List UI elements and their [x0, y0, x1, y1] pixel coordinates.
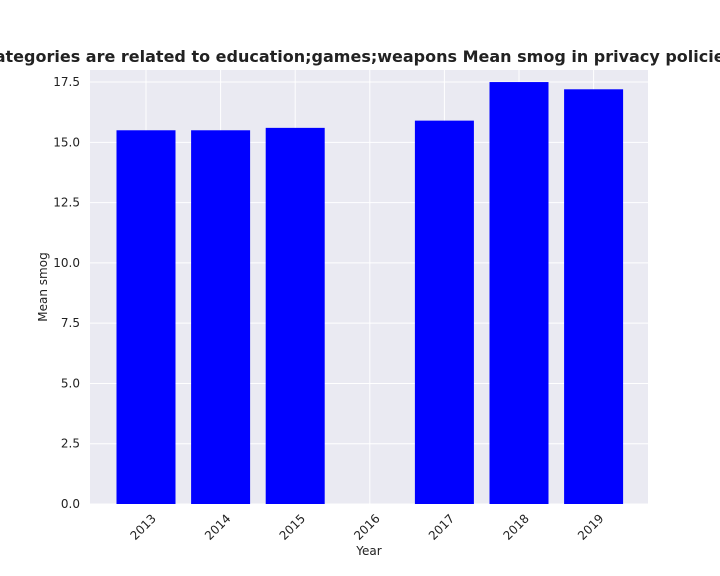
y-tick-label: 5.0: [61, 376, 80, 390]
y-tick-label: 10.0: [53, 256, 80, 270]
y-tick-label: 7.5: [61, 316, 80, 330]
bar-2013: [116, 130, 176, 504]
x-tick-label: 2019: [575, 511, 606, 542]
x-tick-label: 2017: [426, 511, 457, 542]
x-tick-label: 2018: [500, 511, 531, 542]
y-tick-label: 17.5: [53, 75, 80, 89]
x-axis-ticks: 2013 2014 2015 2016 2017 2018 2019: [127, 511, 606, 542]
bar-2015: [265, 127, 325, 504]
y-tick-label: 0.0: [61, 497, 80, 511]
bar-2017: [414, 120, 474, 504]
x-tick-label: 2015: [277, 511, 308, 542]
bar-2014: [191, 130, 251, 504]
bar-2018: [489, 82, 549, 505]
x-axis-label: Year: [355, 544, 381, 558]
y-tick-label: 12.5: [53, 196, 80, 210]
x-tick-label: 2016: [351, 511, 382, 542]
y-axis-label: Mean smog: [36, 252, 50, 321]
x-tick-label: 2014: [202, 511, 233, 542]
chart-title: when categories are related to education…: [0, 47, 720, 66]
y-axis-ticks: 0.0 2.5 5.0 7.5 10.0 12.5 15.0 17.5: [53, 75, 80, 511]
bars: [116, 82, 624, 505]
y-tick-label: 15.0: [53, 135, 80, 149]
x-tick-label: 2013: [127, 511, 158, 542]
y-tick-label: 2.5: [61, 437, 80, 451]
bar-2019: [564, 89, 624, 505]
